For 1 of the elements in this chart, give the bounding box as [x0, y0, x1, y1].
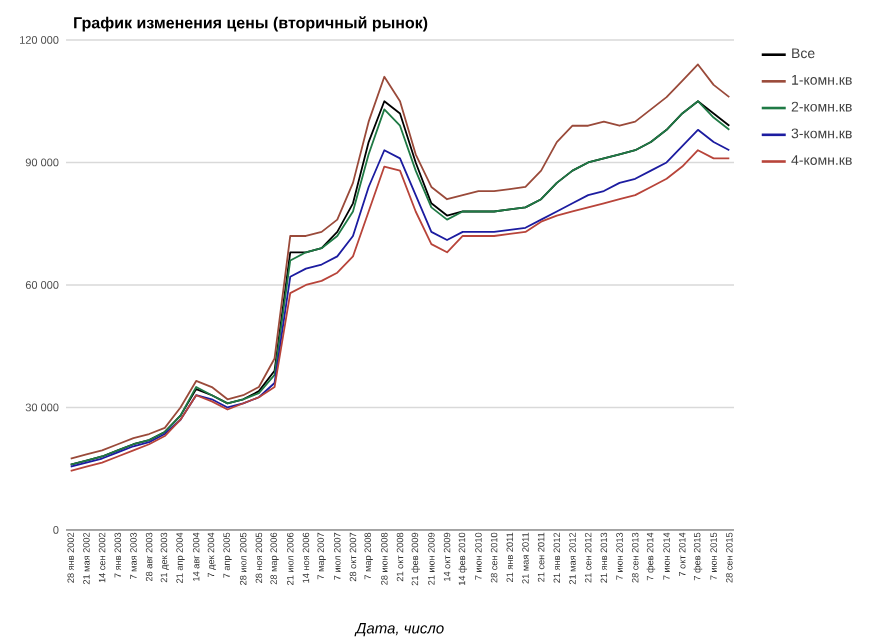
chart-title: График изменения цены (вторичный рынок): [74, 16, 428, 32]
